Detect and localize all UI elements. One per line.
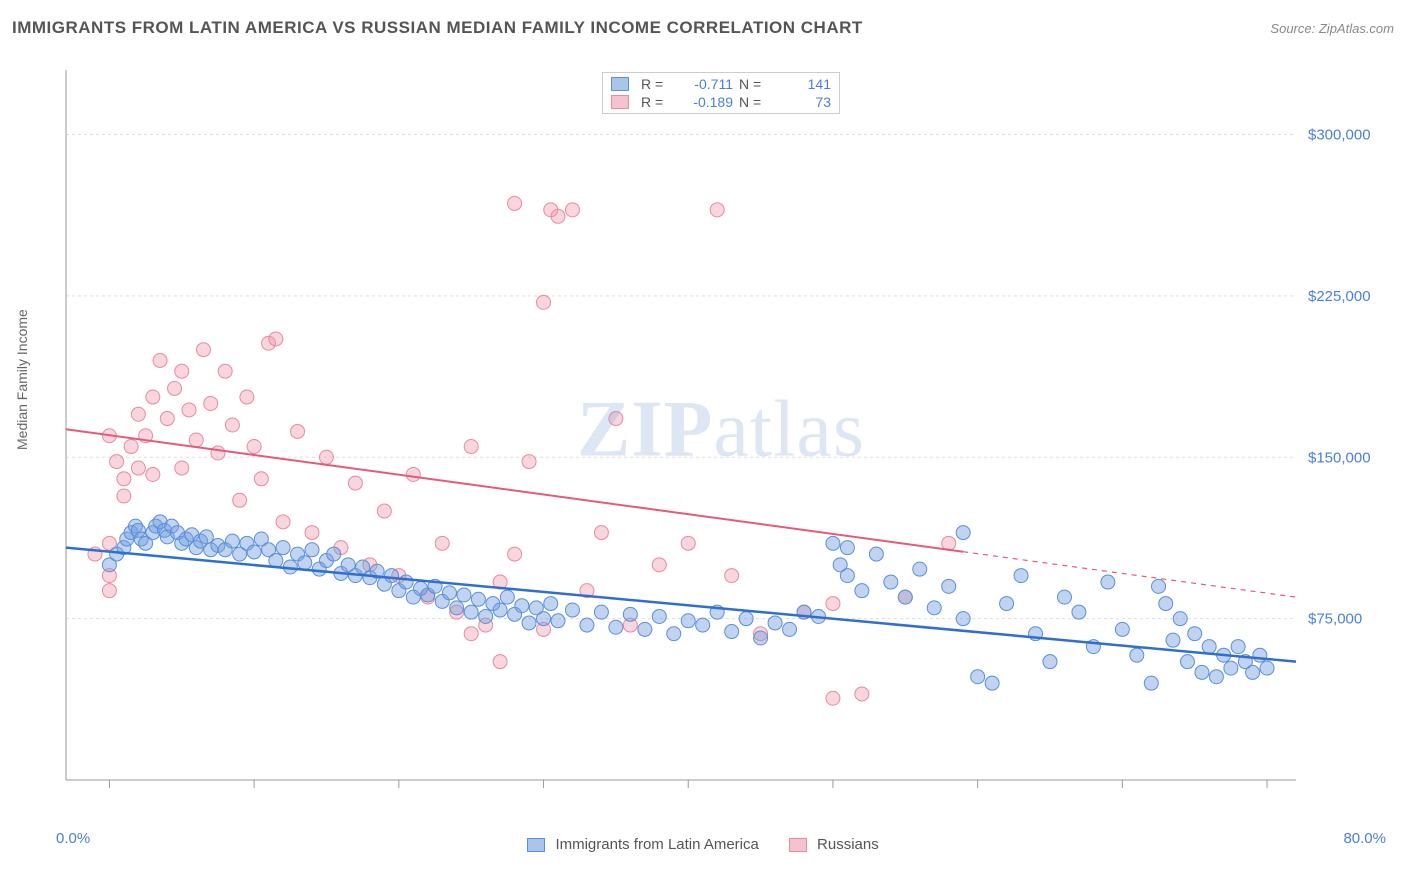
r-value-series-0: -0.711 [677,76,733,92]
n-value-series-1: 73 [775,94,831,110]
legend-label-series-0: Immigrants from Latin America [555,836,758,853]
series-legend: Immigrants from Latin America Russians [0,836,1406,853]
scatter-plot: $75,000 $150,000 $225,000 $300,000 ZIPatlas… [56,60,1386,800]
svg-text:$75,000: $75,000 [1308,611,1362,628]
legend-item-series-0: Immigrants from Latin America [527,836,759,853]
watermark-rest: atlas [713,386,865,474]
legend-swatch-icon [527,838,545,852]
legend-swatch-series-0 [611,77,629,91]
chart-title: IMMIGRANTS FROM LATIN AMERICA VS RUSSIAN… [12,18,863,38]
legend-swatch-icon [789,838,807,852]
watermark: ZIPatlas [577,385,865,476]
r-label: R = [641,94,671,110]
r-value-series-1: -0.189 [677,94,733,110]
y-axis-label: Median Family Income [14,309,30,450]
svg-text:$300,000: $300,000 [1308,127,1371,144]
n-label: N = [739,76,769,92]
correlation-legend: R = -0.711 N = 141 R = -0.189 N = 73 [602,72,840,114]
watermark-bold: ZIP [577,386,713,474]
source-attribution: Source: ZipAtlas.com [1270,21,1394,36]
legend-row-series-0: R = -0.711 N = 141 [611,75,831,93]
source-value: ZipAtlas.com [1319,21,1394,36]
r-label: R = [641,76,671,92]
svg-text:$225,000: $225,000 [1308,288,1371,305]
source-label: Source: [1270,21,1315,36]
legend-item-series-1: Russians [789,836,879,853]
n-label: N = [739,94,769,110]
n-value-series-0: 141 [775,76,831,92]
legend-row-series-1: R = -0.189 N = 73 [611,93,831,111]
legend-swatch-series-1 [611,95,629,109]
svg-text:$150,000: $150,000 [1308,449,1371,466]
legend-label-series-1: Russians [817,836,879,853]
